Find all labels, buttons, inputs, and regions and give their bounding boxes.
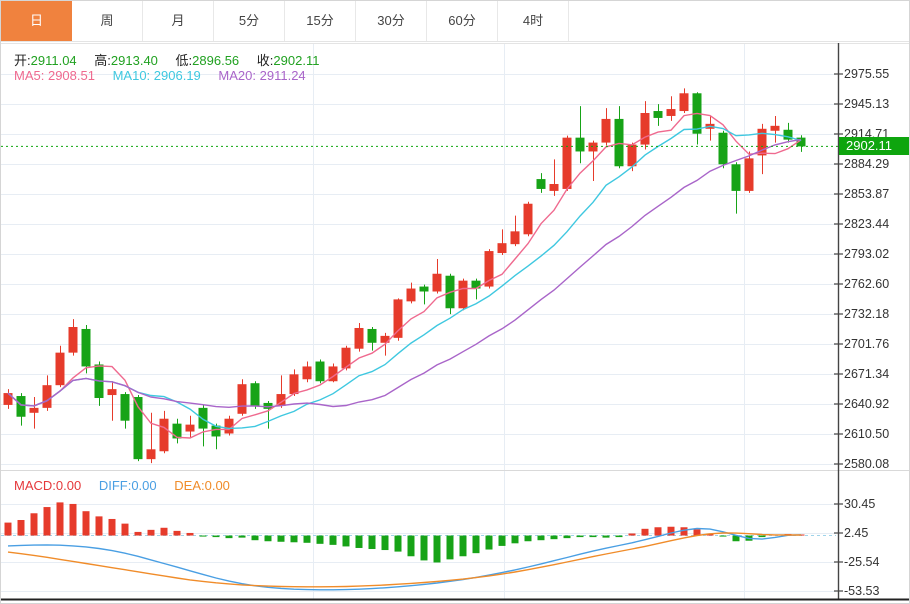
svg-text:2580.08: 2580.08 [844,457,889,471]
svg-text:-53.53: -53.53 [844,584,879,598]
open-label: 开: [14,53,31,68]
svg-text:2853.87: 2853.87 [844,187,889,201]
svg-text:2823.44: 2823.44 [844,217,889,231]
macd-axis-labels: 30.45 2.45 -25.54 -53.53 [834,497,879,598]
timeframe-tab-1[interactable]: 周 [72,1,143,41]
timeframe-tab-3[interactable]: 5分 [214,1,285,41]
svg-text:2.45: 2.45 [844,526,868,540]
ma20-value: 2911.24 [259,68,306,83]
dea-label: DEA: [174,478,205,493]
macd-histogram [1,502,836,563]
timeframe-tab-2[interactable]: 月 [143,1,214,41]
ohlc-readout: 开:2911.04 高:2913.40 低:2896.56 收:2902.11 [14,50,333,69]
macd-value: 0.00 [55,478,82,493]
svg-text:2945.13: 2945.13 [844,97,889,111]
timeframe-tab-0[interactable]: 日 [1,1,72,41]
svg-text:2762.60: 2762.60 [844,277,889,291]
svg-text:2975.55: 2975.55 [844,67,889,81]
svg-text:-25.54: -25.54 [844,555,879,569]
ma-overlay-lines [7,112,802,439]
macd-readout: MACD:0.00 DIFF:0.00 DEA:0.00 [14,478,244,493]
svg-text:2640.92: 2640.92 [844,397,889,411]
high-value: 2913.40 [110,53,158,68]
axis-lines [1,43,909,601]
timeframe-tab-4[interactable]: 15分 [285,1,356,41]
ma5-value: 2908.51 [47,68,95,83]
timeframe-tab-5[interactable]: 30分 [356,1,427,41]
timeframe-tab-6[interactable]: 60分 [427,1,498,41]
price-axis-labels: 2975.552945.132914.712884.292853.872823.… [834,67,889,471]
ma10-label: MA10: [112,68,151,83]
ma-readout: MA5: 2908.51 MA10: 2906.19 MA20: 2911.24 [14,68,320,83]
ma20-label: MA20: [218,68,256,83]
candlesticks [3,88,806,464]
svg-text:30.45: 30.45 [844,497,875,511]
timeframe-tab-7[interactable]: 4时 [498,1,569,41]
ma5-label: MA5: [14,68,45,83]
svg-text:2732.18: 2732.18 [844,307,889,321]
macd-label: MACD: [14,478,56,493]
dea-value: 0.00 [204,478,230,493]
svg-text:2610.50: 2610.50 [844,427,889,441]
open-value: 2911.04 [30,53,77,68]
last-price-tag: 2902.11 [839,137,909,156]
close-value: 2902.11 [273,53,320,68]
close-label: 收: [256,53,274,68]
grid-lines [1,43,836,599]
svg-text:2884.29: 2884.29 [844,157,889,171]
low-label: 低: [175,53,193,68]
macd-diff-dea-lines [7,527,802,591]
ma10-value: 2906.19 [153,68,201,83]
svg-text:2701.76: 2701.76 [844,337,889,351]
high-label: 高: [94,53,111,68]
svg-text:2671.34: 2671.34 [844,367,889,381]
svg-text:2793.02: 2793.02 [844,247,889,261]
diff-value: 0.00 [131,478,157,493]
diff-label: DIFF: [98,478,132,493]
timeframe-tabbar: 日周月 5分 15分 30分 60分 4时 [1,1,909,42]
low-value: 2896.56 [192,53,240,68]
